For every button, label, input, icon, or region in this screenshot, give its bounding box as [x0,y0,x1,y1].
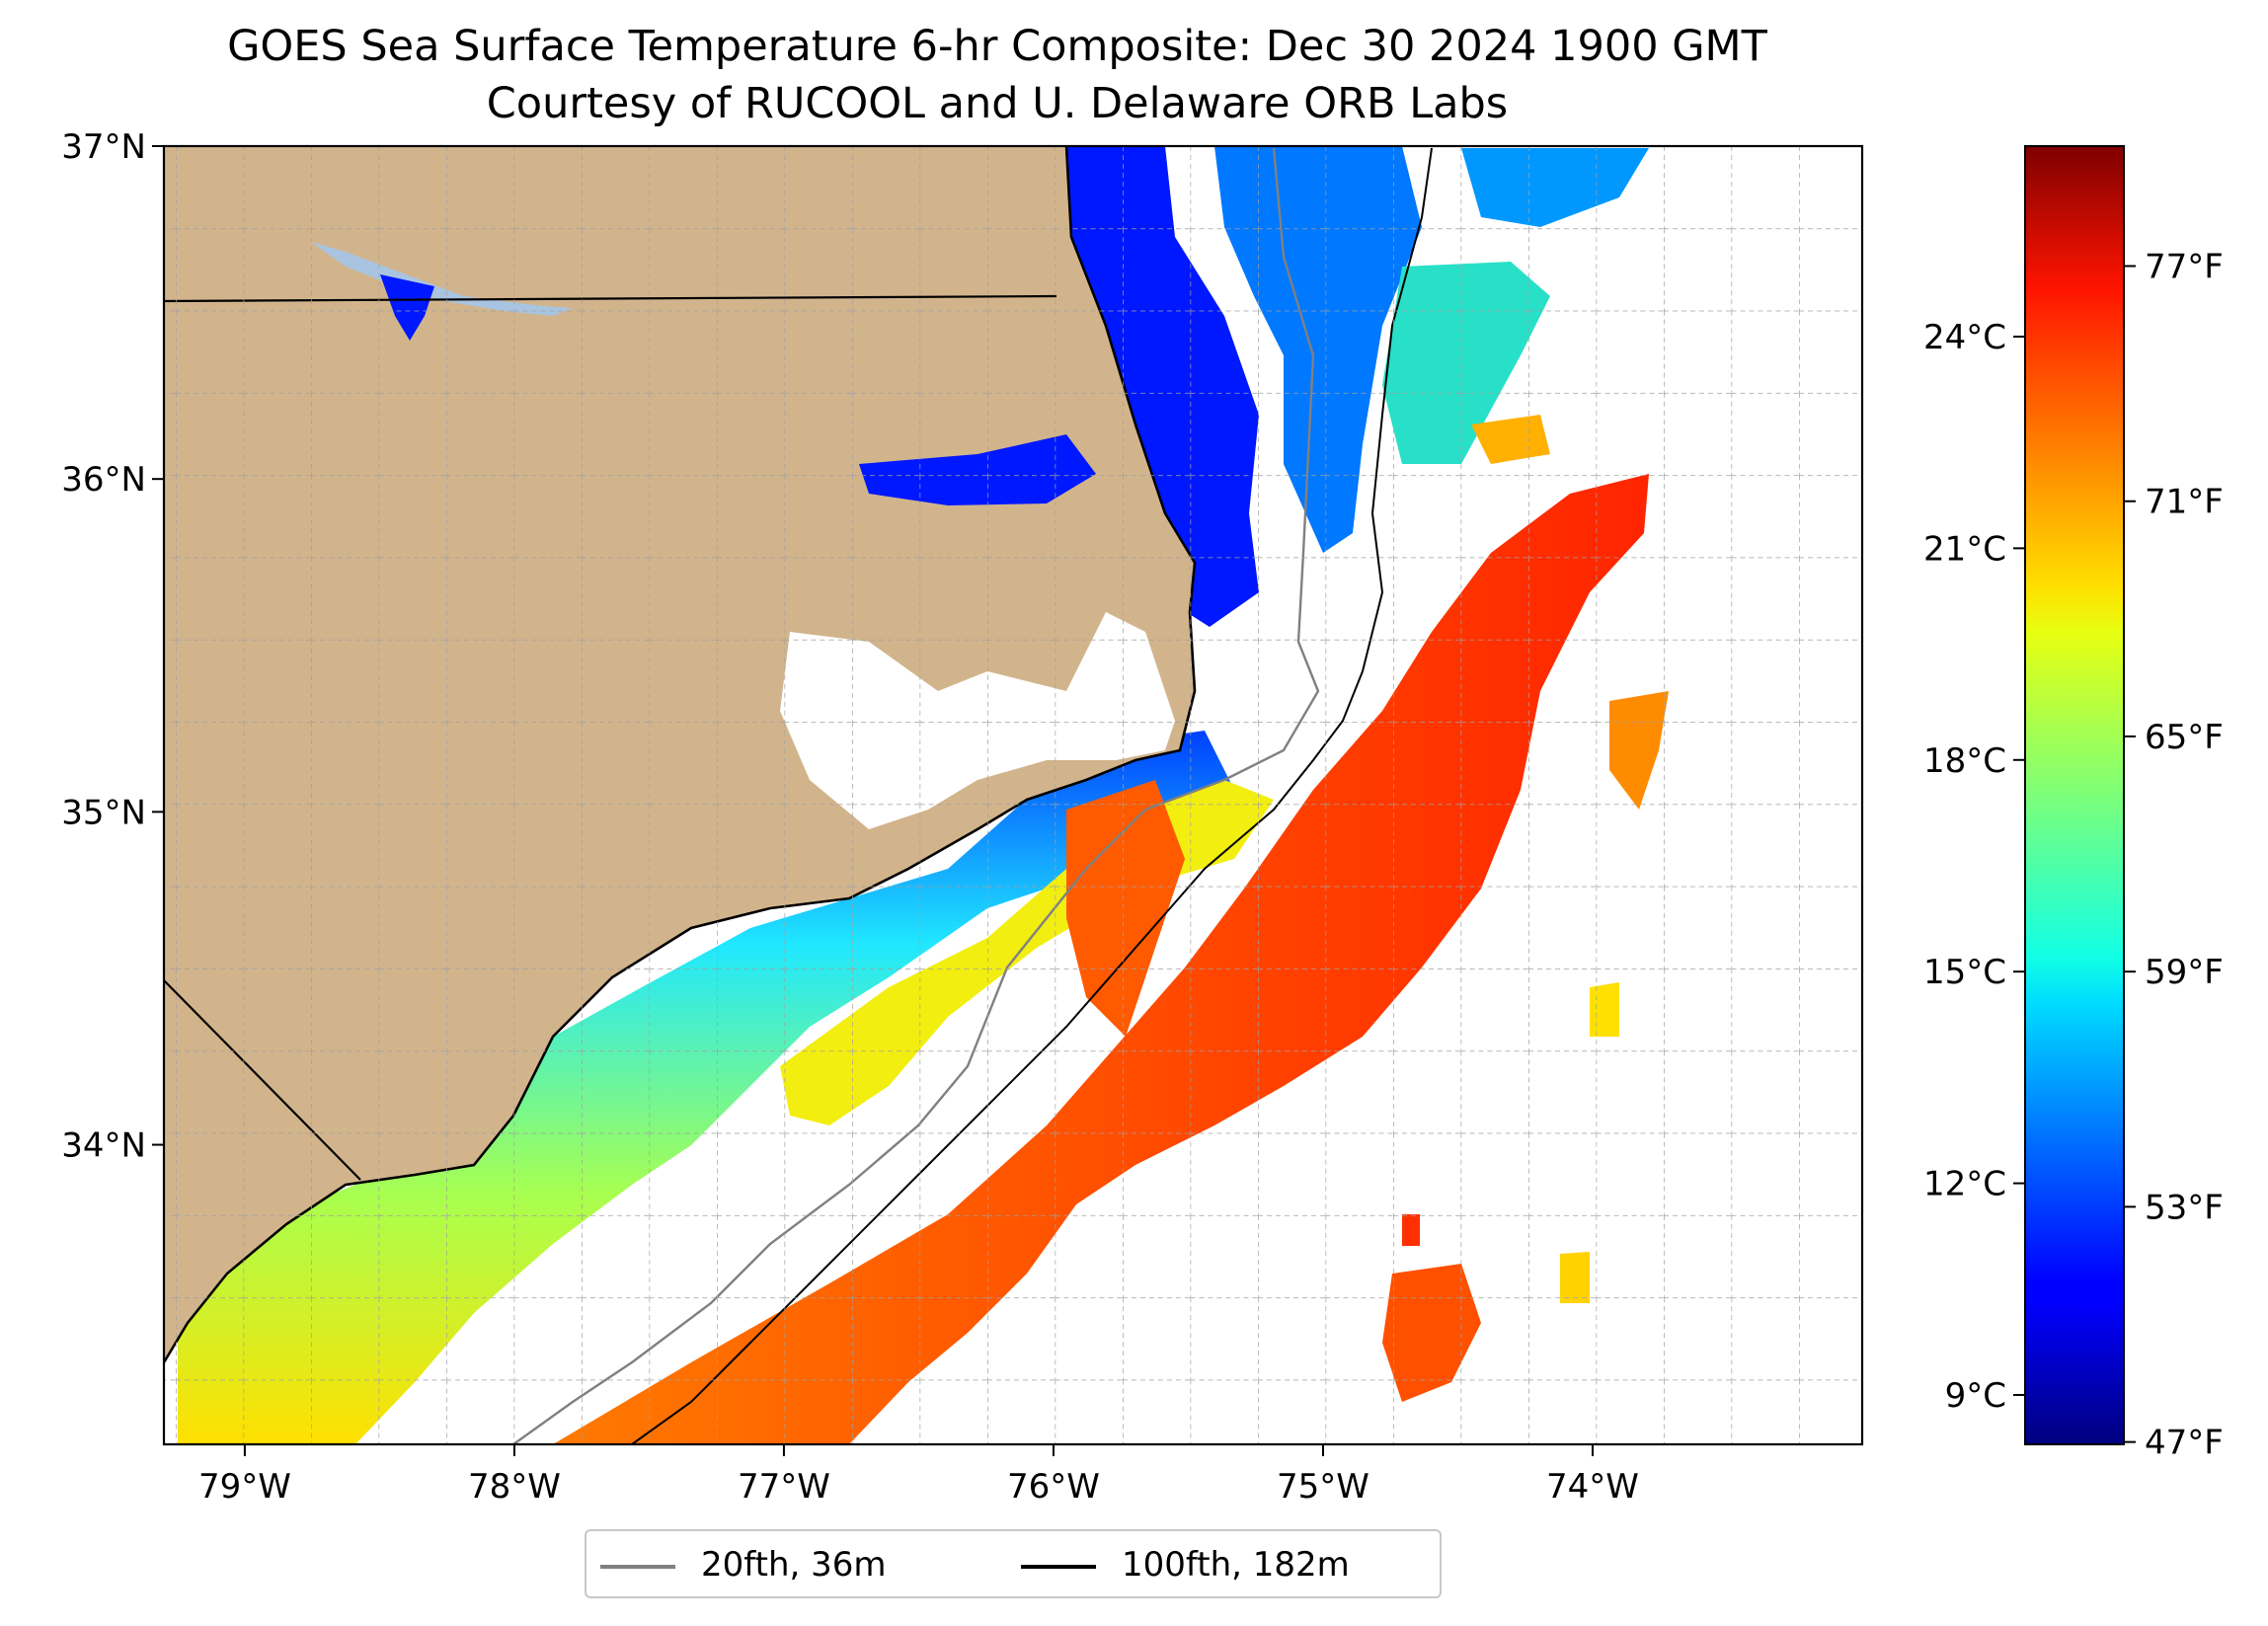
sst-field [164,146,1862,1444]
lat-tick-label: 35°N [61,793,146,832]
lon-tick-label: 75°W [1277,1467,1369,1507]
lat-ticks: 34°N 35°N 36°N 37°N [61,127,164,1166]
map-gridlines [164,146,1862,1444]
lat-tick-label: 34°N [61,1126,146,1166]
map-frame [162,144,1864,1446]
lon-tick-label: 79°W [198,1467,291,1507]
celsius-tick-label: 15°C [1923,953,2006,992]
legend-swatch-100fth [1021,1565,1096,1569]
celsius-tick-label: 18°C [1923,741,2006,781]
celsius-tick-label: 21°C [1923,529,2006,569]
legend-label-100fth: 100fth, 182m [1122,1545,1350,1585]
isobath-legend: 20fth, 36m 100fth, 182m [585,1529,1442,1598]
colorbar-fahrenheit-ticks: 47°F 53°F 59°F 65°F 71°F 77°F [2124,247,2224,1463]
celsius-tick-label: 24°C [1923,318,2006,357]
colorbar-frame [2024,145,2125,1445]
lon-tick-label: 76°W [1007,1467,1100,1507]
lon-tick-label: 74°W [1546,1467,1639,1507]
legend-label-20fth: 20fth, 36m [701,1545,887,1585]
fahrenheit-tick-label: 59°F [2145,953,2224,992]
map-subtitle: Courtesy of RUCOOL and U. Delaware ORB L… [486,79,1509,128]
lon-tick-label: 77°W [738,1467,830,1507]
lon-tick-label: 78°W [468,1467,561,1507]
map-title: GOES Sea Surface Temperature 6-hr Compos… [227,22,1767,71]
fahrenheit-tick-label: 77°F [2145,247,2224,286]
lon-ticks: 79°W 78°W 77°W 76°W 75°W 74°W [198,1444,1639,1507]
celsius-tick-label: 9°C [1945,1376,2006,1416]
colorbar [2025,146,2124,1444]
lat-tick-label: 37°N [61,127,146,167]
colorbar-celsius-ticks: 9°C 12°C 15°C 18°C 21°C 24°C [1923,318,2025,1416]
fahrenheit-tick-label: 71°F [2145,483,2224,522]
lat-tick-label: 36°N [61,460,146,500]
fahrenheit-tick-label: 53°F [2145,1188,2224,1227]
celsius-tick-label: 12°C [1923,1165,2006,1204]
fahrenheit-tick-label: 47°F [2145,1424,2224,1463]
legend-swatch-20fth [600,1565,675,1569]
fahrenheit-tick-label: 65°F [2145,718,2224,757]
